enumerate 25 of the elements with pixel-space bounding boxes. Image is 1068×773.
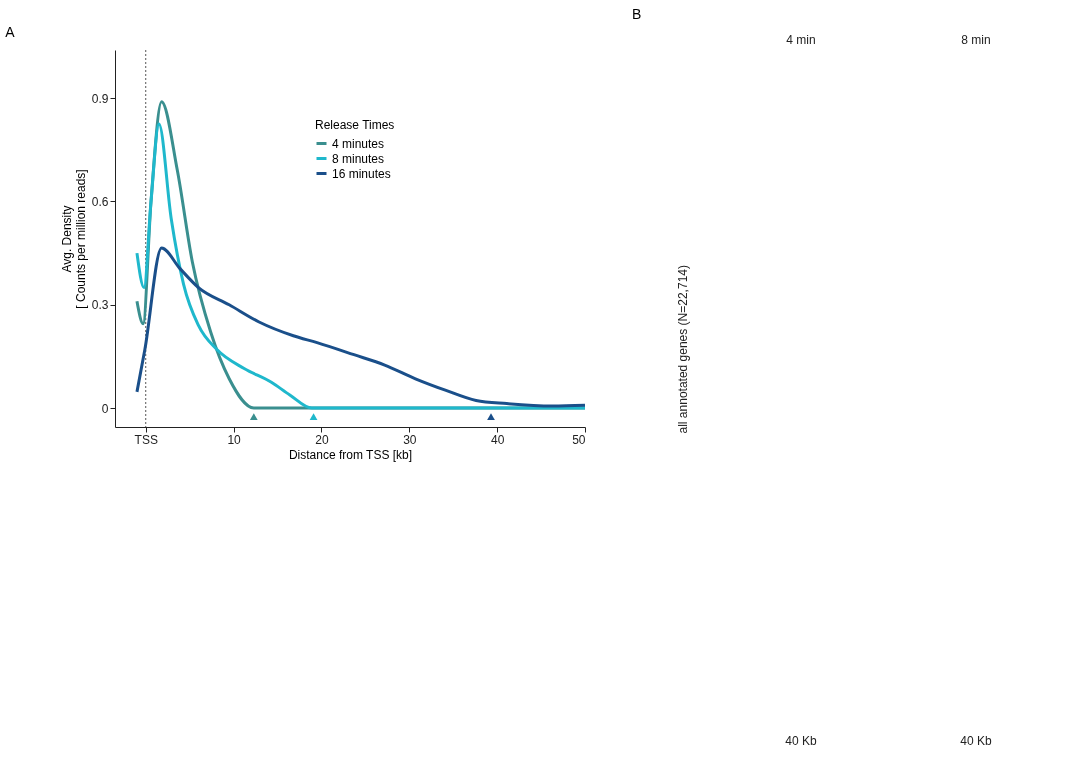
- x-tick-label: 50: [572, 432, 586, 447]
- y-tick-label: 0.9: [91, 91, 109, 106]
- x-axis-title: Distance from TSS [kb]: [288, 447, 413, 462]
- x-tick-label: 10: [227, 432, 242, 447]
- y-tick-label: 0: [101, 401, 109, 416]
- text: all annotated genes (N=22,714): [676, 265, 690, 434]
- x-tick-label: 40: [490, 432, 505, 447]
- x-tick-label: TSS: [134, 432, 158, 447]
- x-tick-label: 20: [315, 432, 329, 447]
- text: 40 Kb: [960, 734, 993, 748]
- legend-title: Release Times: [315, 118, 395, 132]
- legend-label: 8 minutes: [332, 151, 385, 166]
- text: 40 Kb: [785, 734, 818, 748]
- text: B: [632, 6, 642, 22]
- legend-label: 4 minutes: [332, 136, 385, 151]
- text: Avg. Density: [59, 205, 74, 273]
- line-series: [135, 246, 587, 408]
- text: [ Counts per million reads]: [73, 169, 88, 309]
- chart-title: A: [5, 23, 16, 40]
- legend-label: 16 minutes: [332, 166, 391, 181]
- y-tick-label: 0.3: [91, 298, 109, 313]
- category-label: 4 min: [786, 33, 816, 47]
- category-label: 8 min: [961, 33, 991, 47]
- x-tick-label: 30: [403, 432, 417, 447]
- y-tick-label: 0.6: [91, 194, 109, 209]
